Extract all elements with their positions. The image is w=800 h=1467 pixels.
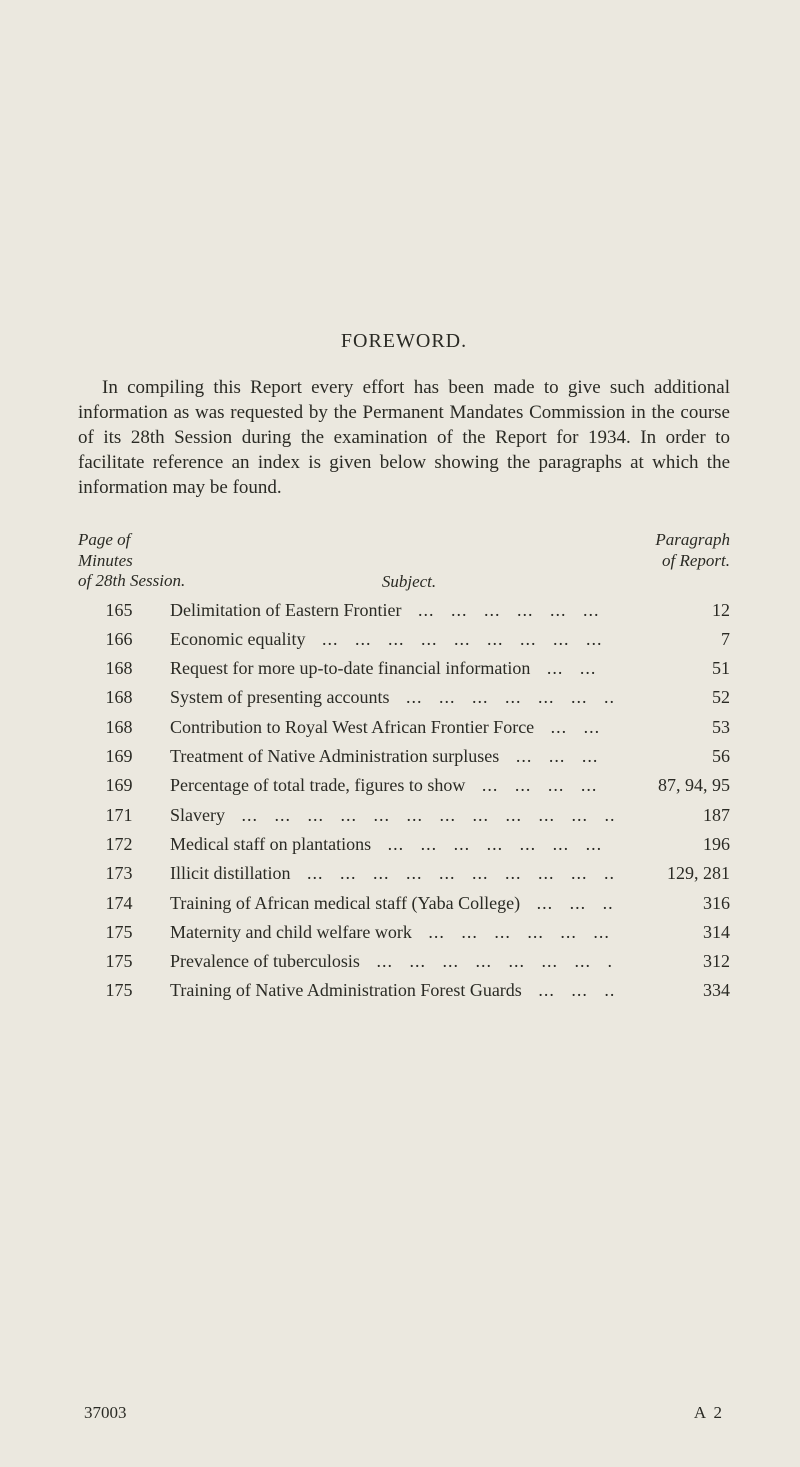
row-paragraph: 314 [614,920,730,944]
row-page: 169 [78,744,170,768]
table-row: 172Medical staff on plantations196 [78,832,730,856]
footer-left: 37003 [84,1403,127,1423]
row-paragraph: 187 [614,803,730,827]
header-right: Paragraph of Report. [630,530,730,591]
table-row: 175Prevalence of tuberculosis312 [78,949,730,973]
row-subject: Percentage of total trade, figures to sh… [170,773,614,797]
header-left-line2: of 28th Session. [78,571,185,590]
header-left-line1: Page of Minutes [78,530,133,569]
row-subject: Economic equality [170,627,614,651]
row-page: 174 [78,891,170,915]
table-row: 171Slavery187 [78,803,730,827]
row-page: 166 [78,627,170,651]
row-page: 175 [78,920,170,944]
row-subject: Maternity and child welfare work [170,920,614,944]
row-subject: Request for more up-to-date financial in… [170,656,614,680]
row-subject: Treatment of Native Administration surpl… [170,744,614,768]
row-subject: Contribution to Royal West African Front… [170,715,614,739]
table-row: 166Economic equality7 [78,627,730,651]
header-right-line2: of Report. [662,551,730,570]
table-row: 169Percentage of total trade, figures to… [78,773,730,797]
table-row: 174Training of African medical staff (Ya… [78,891,730,915]
row-subject: Prevalence of tuberculosis [170,949,614,973]
table-header: Page of Minutes of 28th Session. Subject… [78,530,730,591]
table-row: 168Contribution to Royal West African Fr… [78,715,730,739]
row-subject: Training of African medical staff (Yaba … [170,891,614,915]
row-page: 168 [78,685,170,709]
row-subject: Illicit distillation [170,861,614,885]
row-page: 175 [78,949,170,973]
row-paragraph: 52 [614,685,730,709]
row-paragraph: 129, 281 [614,861,730,885]
row-paragraph: 196 [614,832,730,856]
title: FOREWORD. [78,330,730,353]
row-page: 172 [78,832,170,856]
table-row: 173Illicit distillation129, 281 [78,861,730,885]
table-row: 165Delimitation of Eastern Frontier12 [78,598,730,622]
table-row: 175Training of Native Administration For… [78,978,730,1002]
row-paragraph: 51 [614,656,730,680]
footer: 37003 A 2 [78,1403,730,1423]
page: FOREWORD. In compiling this Report every… [0,0,800,1463]
row-subject: Slavery [170,803,614,827]
table-body: 165Delimitation of Eastern Frontier12 166… [78,598,730,1003]
row-paragraph: 87, 94, 95 [614,773,730,797]
table-row: 175Maternity and child welfare work314 [78,920,730,944]
table-row: 168System of presenting accounts52 [78,685,730,709]
row-subject: Delimitation of Eastern Frontier [170,598,614,622]
row-page: 168 [78,715,170,739]
row-paragraph: 53 [614,715,730,739]
header-mid: Subject. [188,572,630,592]
header-left: Page of Minutes of 28th Session. [78,530,188,591]
header-right-line1: Paragraph [655,530,730,549]
row-paragraph: 316 [614,891,730,915]
row-page: 171 [78,803,170,827]
row-paragraph: 56 [614,744,730,768]
row-page: 165 [78,598,170,622]
row-page: 173 [78,861,170,885]
footer-right: A 2 [694,1403,724,1423]
row-paragraph: 12 [614,598,730,622]
row-subject: Medical staff on plantations [170,832,614,856]
table-row: 168Request for more up-to-date financial… [78,656,730,680]
row-page: 168 [78,656,170,680]
intro-paragraph: In compiling this Report every effort ha… [78,375,730,500]
row-paragraph: 334 [614,978,730,1002]
row-subject: System of presenting accounts [170,685,614,709]
row-paragraph: 312 [614,949,730,973]
row-paragraph: 7 [614,627,730,651]
row-page: 169 [78,773,170,797]
row-page: 175 [78,978,170,1002]
row-subject: Training of Native Administration Forest… [170,978,614,1002]
table-row: 169Treatment of Native Administration su… [78,744,730,768]
